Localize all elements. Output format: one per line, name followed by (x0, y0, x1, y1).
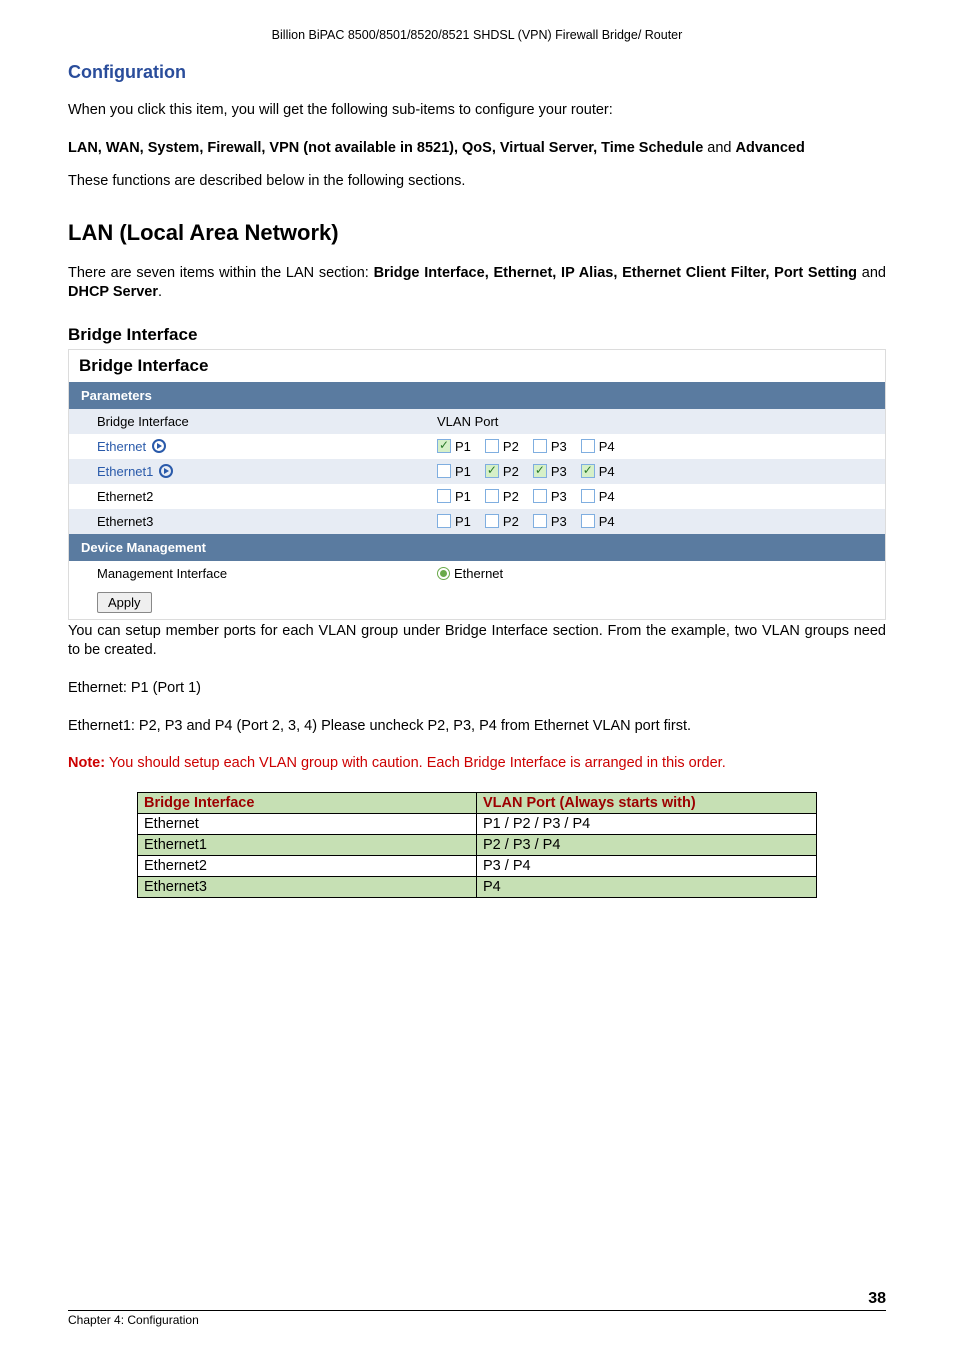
ethernet1-para: Ethernet1: P2, P3 and P4 (Port 2, 3, 4) … (68, 717, 886, 737)
lan-heading: LAN (Local Area Network) (68, 220, 886, 246)
p1-label: P1 (455, 489, 471, 504)
vlan-cell: Ethernet3 (138, 876, 477, 897)
vlan-row-ethernet3: Ethernet3 P4 (138, 876, 817, 897)
checkbox-p4[interactable] (581, 464, 595, 478)
after-panel-para: You can setup member ports for each VLAN… (68, 622, 886, 661)
p2-label: P2 (503, 464, 519, 479)
p3-label: P3 (551, 439, 567, 454)
vlan-cell: P2 / P3 / P4 (477, 834, 817, 855)
ethernet3-label: Ethernet3 (97, 514, 153, 529)
bi-row-mgmt: Management Interface Ethernet (69, 561, 885, 586)
checkbox-p4[interactable] (581, 489, 595, 503)
radio-ethernet[interactable] (437, 567, 450, 580)
note-rest: You should setup each VLAN group with ca… (105, 755, 726, 771)
bridge-interface-panel: Bridge Interface Parameters Bridge Inter… (68, 349, 886, 620)
bi-row-ethernet3: Ethernet3 P1 P2 P3 P4 (69, 509, 885, 534)
p4-label: P4 (599, 514, 615, 529)
vlan-th-port: VLAN Port (Always starts with) (477, 792, 817, 813)
p3-label: P3 (551, 514, 567, 529)
checkbox-p2[interactable] (485, 514, 499, 528)
p4-label: P4 (599, 489, 615, 504)
checkbox-p1[interactable] (437, 464, 451, 478)
lan-para-1e: . (158, 284, 162, 300)
lan-para-1b: Bridge Interface, Ethernet, IP Alias, Et… (374, 265, 857, 281)
subitems-list-2: Advanced (736, 140, 805, 156)
ethernet-p1-line: Ethernet: P1 (Port 1) (68, 679, 886, 699)
doc-header: Billion BiPAC 8500/8501/8520/8521 SHDSL … (68, 28, 886, 42)
bridge-interface-heading: Bridge Interface (68, 325, 886, 345)
page-number: 38 (868, 1290, 886, 1307)
vlan-cell: P1 / P2 / P3 / P4 (477, 813, 817, 834)
p4-label: P4 (599, 439, 615, 454)
checkbox-p2[interactable] (485, 489, 499, 503)
vlan-table-header-row: Bridge Interface VLAN Port (Always start… (138, 792, 817, 813)
p1-label: P1 (455, 439, 471, 454)
vlan-row-ethernet: Ethernet P1 / P2 / P3 / P4 (138, 813, 817, 834)
subitems-list-1: LAN, WAN, System, Firewall, VPN (not ava… (68, 140, 703, 156)
vlan-cell: P3 / P4 (477, 855, 817, 876)
vlan-table: Bridge Interface VLAN Port (Always start… (137, 792, 817, 898)
bi-row-ethernet: Ethernet P1 P2 P3 P4 (69, 434, 885, 459)
checkbox-p3[interactable] (533, 439, 547, 453)
p1-label: P1 (455, 514, 471, 529)
checkbox-p1[interactable] (437, 489, 451, 503)
checkbox-p4[interactable] (581, 439, 595, 453)
checkbox-p2[interactable] (485, 464, 499, 478)
apply-button[interactable]: Apply (97, 592, 152, 613)
checkbox-p1[interactable] (437, 439, 451, 453)
intro-paragraph: When you click this item, you will get t… (68, 101, 886, 121)
subitems-and: and (703, 140, 735, 156)
footer-chapter: Chapter 4: Configuration (68, 1313, 199, 1327)
ethernet1-link[interactable]: Ethernet1 (97, 464, 153, 479)
bi-header-row: Bridge Interface VLAN Port (69, 409, 885, 434)
page-footer: 38 Chapter 4: Configuration (68, 1290, 886, 1327)
apply-row: Apply (69, 586, 885, 619)
vlan-cell: P4 (477, 876, 817, 897)
note-paragraph: Note: You should setup each VLAN group w… (68, 754, 886, 774)
vlan-row-ethernet1: Ethernet1 P2 / P3 / P4 (138, 834, 817, 855)
bi-header-col1: Bridge Interface (97, 414, 437, 429)
bi-section-device-mgmt: Device Management (69, 534, 885, 561)
bi-panel-title: Bridge Interface (69, 350, 885, 382)
p1-label: P1 (455, 464, 471, 479)
mgmt-interface-label: Management Interface (97, 566, 437, 581)
bi-row-ethernet1: Ethernet1 P1 P2 P3 P4 (69, 459, 885, 484)
checkbox-p3[interactable] (533, 489, 547, 503)
checkbox-p2[interactable] (485, 439, 499, 453)
vlan-cell: Ethernet2 (138, 855, 477, 876)
p2-label: P2 (503, 514, 519, 529)
lan-para-1a: There are seven items within the LAN sec… (68, 265, 374, 281)
checkbox-p3[interactable] (533, 464, 547, 478)
p2-label: P2 (503, 489, 519, 504)
checkbox-p1[interactable] (437, 514, 451, 528)
lan-para-1c: and (857, 265, 886, 281)
ethernet-link[interactable]: Ethernet (97, 439, 146, 454)
p3-label: P3 (551, 464, 567, 479)
functions-paragraph: These functions are described below in t… (68, 172, 886, 192)
play-icon[interactable] (159, 464, 173, 478)
play-icon[interactable] (152, 439, 166, 453)
checkbox-p4[interactable] (581, 514, 595, 528)
p2-label: P2 (503, 439, 519, 454)
vlan-row-ethernet2: Ethernet2 P3 / P4 (138, 855, 817, 876)
p4-label: P4 (599, 464, 615, 479)
radio-ethernet-label: Ethernet (454, 566, 503, 581)
subitems-line: LAN, WAN, System, Firewall, VPN (not ava… (68, 139, 886, 159)
p3-label: P3 (551, 489, 567, 504)
lan-intro-paragraph: There are seven items within the LAN sec… (68, 264, 886, 303)
vlan-th-bridge: Bridge Interface (138, 792, 477, 813)
vlan-cell: Ethernet1 (138, 834, 477, 855)
note-prefix: Note: (68, 755, 105, 771)
bi-header-col2: VLAN Port (437, 414, 885, 429)
section-configuration-title: Configuration (68, 62, 886, 83)
bi-section-parameters: Parameters (69, 382, 885, 409)
bi-row-ethernet2: Ethernet2 P1 P2 P3 P4 (69, 484, 885, 509)
checkbox-p3[interactable] (533, 514, 547, 528)
vlan-cell: Ethernet (138, 813, 477, 834)
ethernet2-label: Ethernet2 (97, 489, 153, 504)
lan-para-1d: DHCP Server (68, 284, 158, 300)
